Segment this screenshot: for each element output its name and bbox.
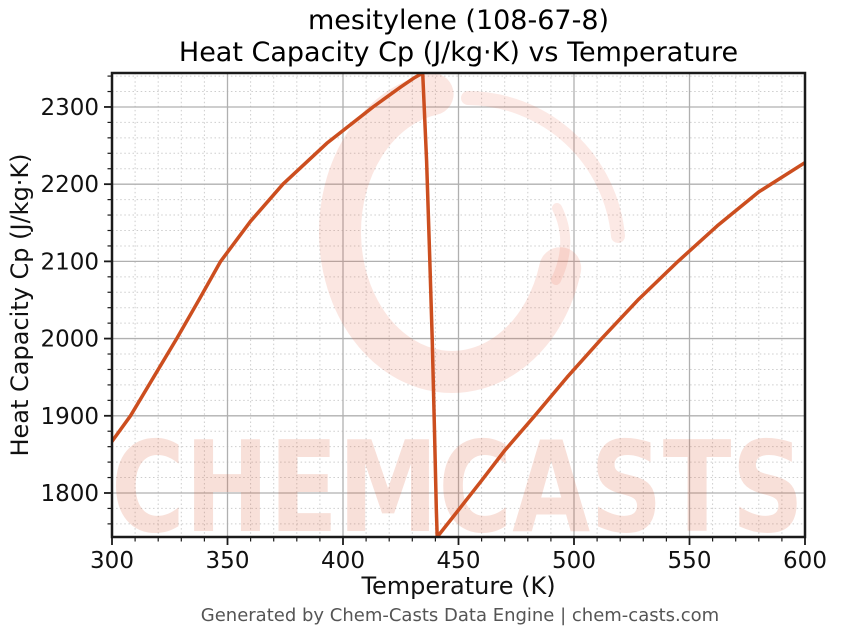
watermark-text: CHEMCASTS [111, 414, 804, 561]
x-tick-label: 450 [437, 548, 481, 574]
brush-swirl-icon [461, 91, 625, 243]
y-tick-label: 2200 [40, 172, 99, 198]
footer-credit: Generated by Chem-Casts Data Engine | ch… [200, 605, 720, 626]
brush-circle-icon [319, 73, 582, 393]
y-tick-label: 2300 [40, 95, 99, 121]
chart-title-line1: mesitylene (108-67-8) [307, 5, 610, 36]
x-tick-label: 600 [783, 548, 827, 574]
y-tick-label: 2100 [40, 249, 99, 275]
x-tick-label: 500 [552, 548, 596, 574]
cp-curve [112, 73, 805, 537]
brush-tail-icon [551, 203, 571, 285]
gridlines [112, 73, 805, 537]
y-tick-label: 1800 [40, 481, 99, 507]
x-tick-label: 550 [668, 548, 712, 574]
chart-title-line2: Heat Capacity Cp (J/kg·K) vs Temperature [178, 37, 739, 69]
x-tick-label: 350 [206, 548, 250, 574]
y-tick-label: 1900 [40, 404, 99, 430]
data-series [112, 73, 805, 537]
tick-labels: 300 350 400 450 500 550 600 1800 1900 2000 2100 220… [40, 95, 827, 574]
watermark: CHEMCASTS [111, 73, 804, 561]
axis-ticks [104, 75, 806, 545]
y-tick-label: 2000 [40, 327, 99, 353]
chart-title: mesitylene (108-67-8) Heat Capacity Cp (… [112, 5, 805, 70]
x-axis-label: Temperature (K) [360, 572, 555, 600]
x-tick-label: 300 [90, 548, 134, 574]
y-axis-label: Heat Capacity Cp (J/kg·K) [6, 153, 34, 456]
x-tick-label: 400 [321, 548, 365, 574]
